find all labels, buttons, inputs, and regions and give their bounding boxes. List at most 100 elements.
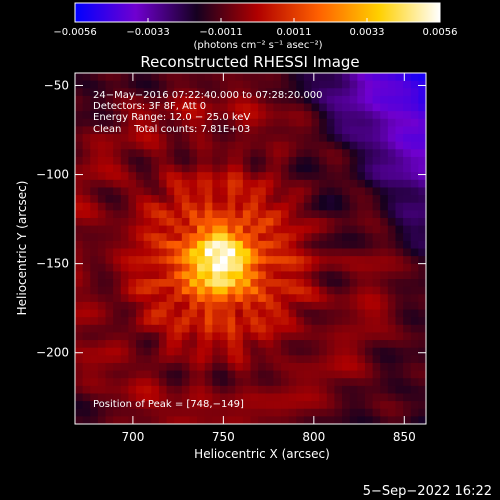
heatmap-cell: [311, 256, 320, 265]
heatmap-cell: [296, 271, 305, 280]
heatmap-cell: [364, 217, 373, 227]
heatmap-cell: [212, 149, 221, 158]
heatmap-cell: [372, 340, 381, 349]
heatmap-cell: [342, 118, 351, 127]
heatmap-cell: [395, 164, 404, 173]
heatmap-cell: [189, 73, 198, 82]
heatmap-cell: [212, 317, 221, 326]
heatmap-cell: [90, 286, 99, 295]
heatmap-cell: [113, 156, 122, 165]
heatmap-cell: [197, 301, 206, 310]
heatmap-cell: [120, 195, 129, 204]
heatmap-cell: [410, 210, 419, 219]
heatmap-cell: [403, 286, 412, 295]
heatmap-cell: [120, 141, 129, 150]
heatmap-cell: [387, 210, 396, 219]
heatmap-cell: [265, 416, 274, 425]
heatmap-cell: [120, 416, 129, 425]
heatmap-cell: [120, 340, 129, 349]
heatmap-cell: [281, 95, 290, 104]
heatmap-cell: [334, 195, 343, 204]
heatmap-cell: [113, 233, 122, 242]
heatmap-cell: [120, 149, 129, 158]
heatmap-cell: [418, 340, 427, 349]
heatmap-cell: [319, 172, 328, 181]
heatmap-cell: [105, 347, 114, 356]
heatmap-cell: [334, 111, 343, 120]
heatmap-cell: [105, 279, 114, 288]
heatmap-cell: [227, 408, 236, 417]
heatmap-cell: [364, 416, 373, 425]
heatmap-cell: [380, 103, 389, 112]
heatmap-cell: [319, 240, 328, 249]
heatmap-cell: [90, 187, 99, 196]
heatmap-cell: [189, 240, 198, 249]
heatmap-cell: [288, 195, 297, 204]
heatmap-cell: [372, 164, 381, 173]
heatmap-cell: [281, 263, 290, 272]
heatmap-cell: [410, 332, 419, 341]
heatmap-cell: [273, 141, 282, 150]
heatmap-cell: [97, 202, 106, 211]
heatmap-cell: [227, 279, 236, 288]
heatmap-cell: [136, 134, 145, 143]
heatmap-cell: [181, 225, 190, 234]
heatmap-cell: [303, 332, 312, 341]
heatmap-cell: [75, 248, 84, 257]
heatmap-cell: [311, 393, 320, 402]
heatmap-cell: [311, 294, 320, 303]
heatmap-cell: [174, 309, 183, 318]
heatmap-cell: [342, 111, 351, 120]
heatmap-cell: [250, 362, 259, 371]
heatmap-cell: [357, 401, 366, 410]
heatmap-cell: [166, 347, 175, 356]
heatmap-cell: [357, 172, 366, 181]
heatmap-cell: [380, 340, 389, 349]
heatmap-cell: [296, 179, 305, 188]
heatmap-cell: [403, 88, 412, 97]
heatmap-cell: [90, 95, 99, 104]
heatmap-cell: [113, 370, 122, 379]
heatmap-cell: [158, 225, 167, 234]
heatmap-cell: [120, 401, 129, 410]
heatmap-cell: [418, 141, 427, 150]
heatmap-cell: [395, 248, 404, 257]
heatmap-cell: [227, 317, 236, 326]
heatmap-cell: [174, 256, 183, 265]
heatmap-cell: [151, 370, 160, 379]
heatmap-cell: [395, 286, 404, 295]
heatmap-cell: [418, 111, 427, 120]
heatmap-cell: [349, 187, 358, 196]
heatmap-cell: [273, 118, 282, 127]
heatmap-cell: [82, 355, 91, 364]
heatmap-cell: [75, 187, 84, 196]
heatmap-cell: [158, 156, 167, 165]
heatmap-cell: [120, 263, 129, 272]
heatmap-cell: [387, 187, 396, 196]
heatmap-cell: [273, 393, 282, 402]
heatmap-cell: [151, 355, 160, 364]
heatmap-cell: [128, 187, 137, 196]
heatmap-cell: [242, 210, 251, 219]
heatmap-cell: [326, 279, 335, 288]
heatmap-cell: [326, 362, 335, 371]
heatmap-cell: [97, 240, 106, 249]
heatmap-cell: [90, 324, 99, 333]
heatmap-cell: [303, 362, 312, 371]
heatmap-cell: [281, 88, 290, 97]
colorbar-strip: [74, 2, 441, 23]
heatmap-cell: [250, 240, 259, 249]
heatmap-cell: [242, 149, 251, 158]
heatmap-cell: [342, 233, 351, 242]
heatmap-cell: [403, 301, 412, 310]
heatmap-cell: [174, 202, 183, 211]
heatmap-cell: [296, 240, 305, 249]
heatmap-cell: [143, 187, 152, 196]
heatmap-cell: [395, 88, 404, 97]
heatmap-cell: [189, 309, 198, 318]
heatmap-cell: [82, 385, 91, 394]
heatmap-cell: [120, 80, 129, 89]
heatmap-cell: [82, 279, 91, 288]
heatmap-cell: [387, 88, 396, 97]
heatmap-cell: [82, 332, 91, 341]
